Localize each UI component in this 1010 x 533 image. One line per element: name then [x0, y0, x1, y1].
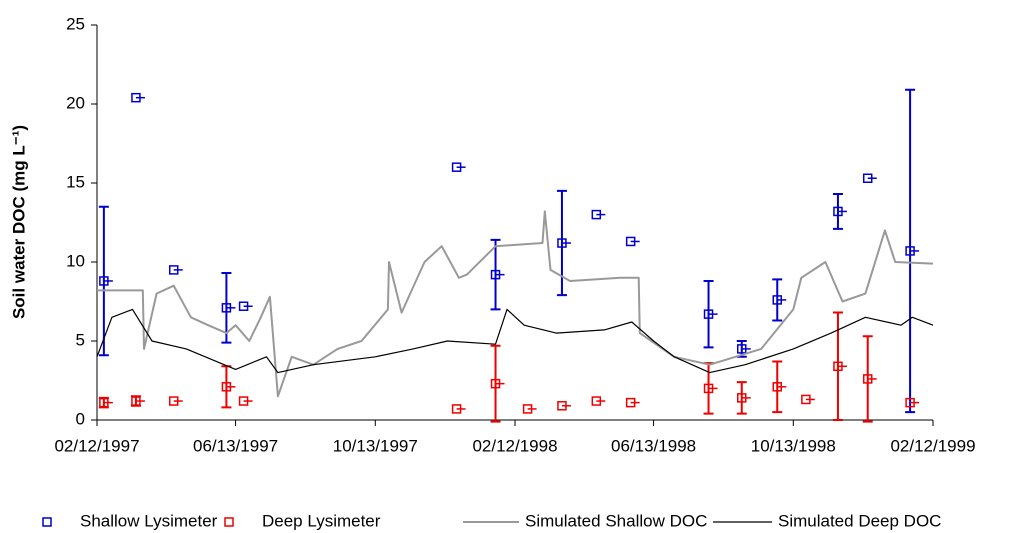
point: [238, 301, 249, 311]
x-tick-label: 02/12/1999: [890, 436, 975, 455]
y-tick-label: 20: [66, 93, 85, 112]
point: [522, 404, 533, 414]
point: [168, 265, 179, 275]
error-bar: [556, 189, 567, 297]
y-tick-label: 25: [66, 14, 85, 33]
point: [737, 393, 747, 403]
y-tick-label: 15: [66, 172, 85, 191]
point: [833, 361, 843, 372]
point: [451, 404, 462, 414]
simulated-line: [96, 308, 934, 374]
error-bar: [490, 238, 501, 311]
point: [221, 382, 232, 392]
legend-swatch: [42, 517, 52, 527]
point: [591, 209, 602, 220]
error-bar: [862, 335, 873, 423]
error-bar: [772, 360, 783, 414]
y-axis-title: Soil water DOC (mg L⁻¹): [9, 125, 28, 319]
point: [862, 374, 873, 384]
point: [168, 396, 179, 406]
point: [131, 396, 141, 406]
point: [625, 397, 636, 408]
point: [772, 295, 783, 305]
point: [490, 378, 501, 389]
x-tick-label: 02/12/1997: [54, 436, 139, 455]
x-tick-label: 10/13/1998: [751, 436, 836, 455]
point: [557, 238, 567, 248]
point: [591, 396, 602, 406]
point: [490, 269, 501, 280]
point: [833, 206, 843, 217]
legend-label: Simulated Deep DOC: [778, 511, 941, 530]
x-tick-label: 06/13/1998: [611, 436, 696, 455]
point: [703, 383, 714, 394]
point: [131, 92, 141, 103]
error-bar: [772, 278, 783, 322]
y-tick-label: 5: [76, 330, 85, 349]
point: [221, 303, 232, 313]
error-bar: [221, 272, 232, 344]
x-tick-label: 10/13/1997: [333, 436, 418, 455]
error-bar: [490, 344, 501, 423]
legend-label: Deep Lysimeter: [262, 511, 381, 530]
point: [737, 344, 747, 354]
point: [862, 173, 873, 184]
point: [905, 246, 915, 256]
simulated-line: [97, 210, 934, 398]
y-tick-label: 10: [66, 251, 85, 270]
point: [238, 396, 249, 406]
point: [905, 397, 915, 408]
point: [99, 397, 109, 408]
point: [557, 401, 567, 411]
point: [801, 394, 811, 405]
legend-swatch: [224, 517, 234, 527]
point: [99, 276, 109, 286]
legend-label: Simulated Shallow DOC: [525, 511, 707, 530]
point: [625, 236, 636, 247]
point: [772, 382, 783, 392]
error-bar: [98, 205, 109, 357]
x-tick-label: 06/13/1997: [193, 436, 278, 455]
point: [703, 309, 714, 319]
y-tick-label: 0: [76, 409, 85, 428]
x-tick-label: 02/12/1998: [472, 436, 557, 455]
legend-label: Shallow Lysimeter: [80, 511, 218, 530]
error-bar: [221, 365, 232, 409]
point: [451, 162, 462, 172]
